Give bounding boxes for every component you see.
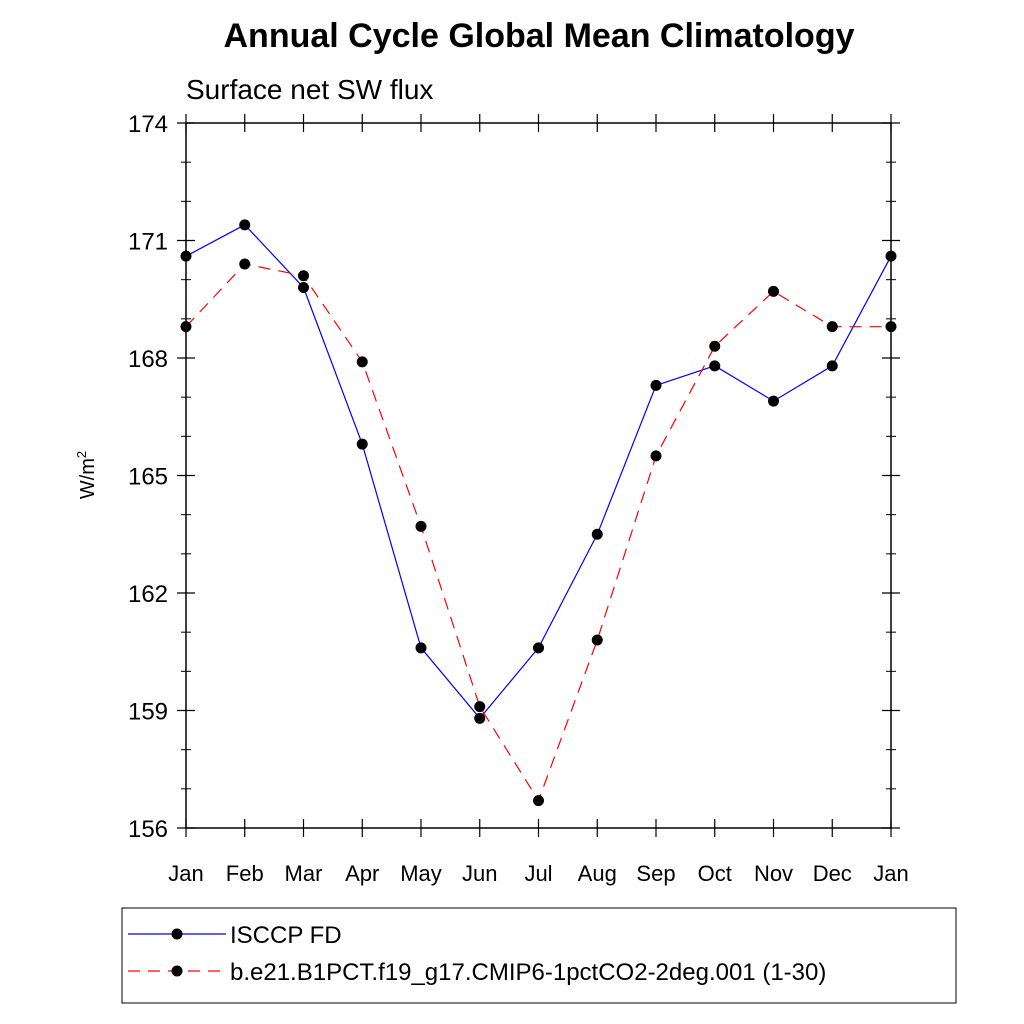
data-point-series-0 (768, 395, 779, 407)
data-point-series-0 (826, 360, 838, 372)
x-tick-label: Aug (578, 861, 617, 886)
x-tick-label: Jun (462, 861, 497, 886)
legend-label-1: b.e21.B1PCT.f19_g17.CMIP6-1pctCO2-2deg.0… (230, 959, 826, 986)
data-point-series-1 (709, 340, 721, 352)
x-tick-label: Apr (345, 861, 379, 886)
plot-frame (185, 122, 892, 829)
data-point-series-0 (415, 642, 427, 654)
data-point-series-1 (474, 701, 486, 713)
y-tick-label: 174 (128, 111, 168, 138)
x-tick-label: Jan (873, 861, 908, 886)
legend-marker-1 (171, 965, 183, 977)
data-point-series-0 (650, 379, 662, 391)
x-tick-label: May (400, 861, 442, 886)
data-point-series-0 (356, 438, 368, 450)
data-point-series-0 (239, 219, 251, 231)
data-point-series-0 (709, 360, 721, 372)
y-axis-label-superscript: 2 (74, 451, 89, 458)
legend-marker-0 (171, 928, 183, 940)
data-point-series-1 (650, 450, 662, 462)
x-tick-label: Nov (754, 861, 793, 886)
data-point-series-0 (533, 642, 544, 654)
y-axis-label: W/m2 (74, 451, 99, 499)
x-tick-label: Dec (813, 861, 852, 886)
x-tick-label: Jul (524, 861, 552, 886)
data-point-series-1 (826, 321, 838, 333)
data-point-series-1 (239, 258, 251, 270)
chart-title: Annual Cycle Global Mean Climatology (224, 17, 855, 55)
x-tick-label: Feb (226, 861, 264, 886)
chart-subtitle: Surface net SW flux (186, 74, 433, 105)
data-point-series-0 (474, 712, 486, 724)
data-point-series-1 (591, 634, 603, 646)
data-point-series-1 (533, 795, 544, 807)
data-point-series-1 (298, 270, 309, 282)
y-tick-label: 162 (128, 581, 168, 608)
x-tick-label: Jan (168, 861, 203, 886)
x-tick-label: Oct (698, 861, 732, 886)
legend-label-0: ISCCP FD (230, 922, 342, 949)
data-point-series-1 (768, 285, 779, 297)
y-tick-label: 168 (128, 346, 168, 373)
y-tick-label: 156 (128, 816, 168, 843)
y-axis-label-text: W/m (77, 458, 99, 499)
y-tick-label: 165 (128, 464, 168, 491)
x-tick-label: Mar (285, 861, 323, 886)
series-line-1 (185, 263, 891, 802)
data-point-series-0 (298, 282, 309, 293)
data-point-series-0 (591, 528, 603, 540)
legend-box (121, 907, 957, 1004)
x-tick-label: Sep (636, 861, 675, 886)
data-point-series-1 (415, 520, 427, 532)
y-tick-label: 171 (128, 229, 168, 256)
y-tick-label: 159 (128, 699, 168, 726)
data-point-series-1 (356, 356, 368, 368)
